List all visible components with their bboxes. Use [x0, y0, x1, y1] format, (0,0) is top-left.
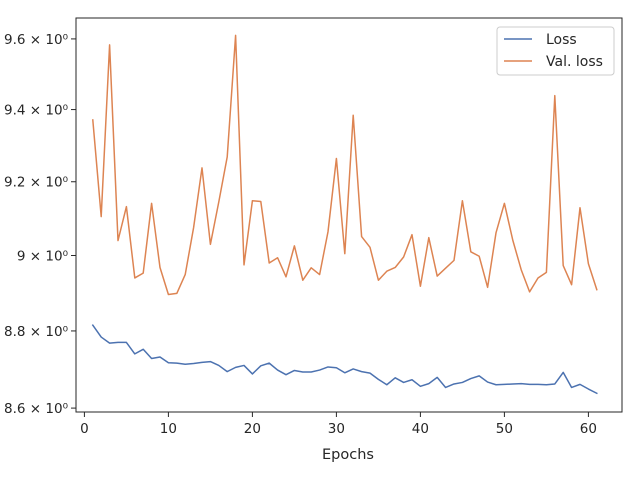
x-tick-label: 30 [328, 421, 345, 437]
x-tick-label: 60 [580, 421, 597, 437]
legend-label: Val. loss [546, 54, 603, 70]
legend: Loss Val. loss [496, 26, 615, 76]
x-axis-label: Epochs [322, 447, 374, 463]
x-tick-label: 40 [412, 421, 429, 437]
axes-frame [75, 17, 623, 413]
x-tick-label: 20 [244, 421, 261, 437]
y-tick-label: 8.6 × 10⁰ [4, 401, 68, 417]
x-tick-label: 0 [80, 421, 89, 437]
x-tick-label: 10 [160, 421, 177, 437]
axes: 0 10 20 30 40 50 60 8.6 × 10⁰ 8.8 × 10⁰ 9 × 10⁰ 9.… [4, 17, 623, 437]
series-line-val-loss [91, 34, 598, 296]
y-tick-label: 9.6 × 10⁰ [4, 32, 68, 48]
y-tick-label: 8.8 × 10⁰ [4, 324, 68, 340]
y-tick-label: 9.2 × 10⁰ [4, 175, 68, 191]
x-tick-label: 50 [496, 421, 513, 437]
legend-label: Loss [546, 32, 577, 48]
series-line-loss [91, 324, 598, 395]
y-tick-label: 9 × 10⁰ [17, 249, 68, 265]
plot-area [91, 34, 598, 395]
y-tick-label: 9.4 × 10⁰ [4, 103, 68, 119]
